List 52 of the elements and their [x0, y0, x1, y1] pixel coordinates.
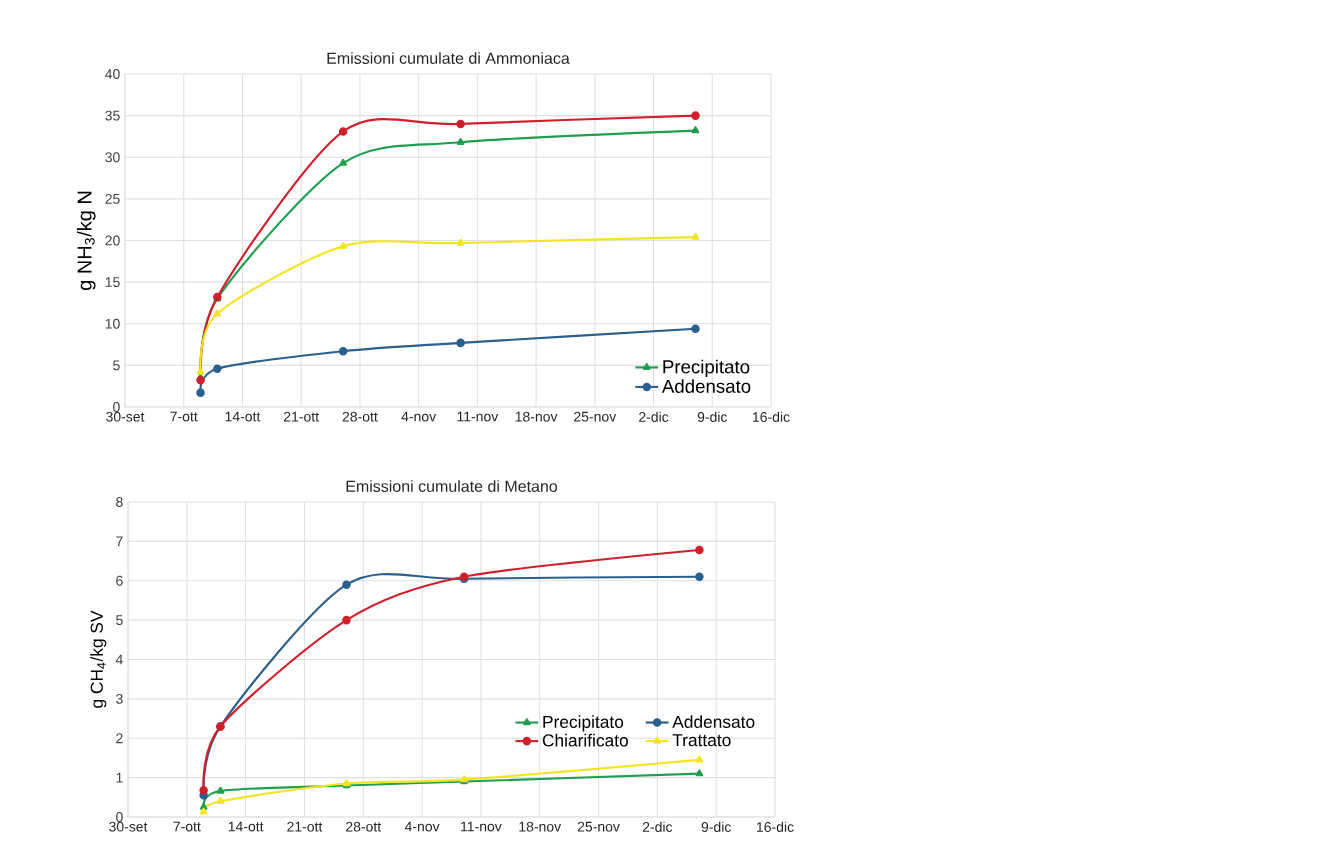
y-tick-label: 15 — [105, 277, 120, 288]
x-tick-label: 9-dic — [701, 821, 731, 832]
x-tick-label: 21-ott — [287, 821, 323, 832]
y-axis-title: g CH$_{4}$/kg SV — [90, 610, 107, 708]
y-tick-label: 35 — [105, 110, 120, 121]
x-tick-label: 30-set — [106, 411, 145, 422]
legend-label: Precipitato — [663, 359, 750, 378]
y-tick-label: 8 — [116, 497, 123, 507]
y-tick-label: 4 — [115, 654, 123, 665]
x-tick-label: 7-ott — [170, 411, 198, 422]
x-tick-label: 2-dic — [642, 821, 673, 832]
x-tick-label: 4-nov — [401, 411, 437, 422]
x-tick-label: 25-nov — [574, 411, 617, 422]
x-tick-label: 25-nov — [577, 821, 620, 832]
y-tick-label: 0 — [116, 812, 123, 822]
x-tick-label: 14-ott — [225, 411, 261, 422]
y-axis-title: g NH$_{3}$/kg N — [76, 191, 96, 290]
y-tick-label: 1 — [116, 772, 123, 783]
y-tick-label: 25 — [105, 193, 120, 204]
x-tick-label: 9-dic — [697, 411, 728, 422]
y-tick-label: 40 — [105, 69, 120, 79]
x-tick-label: 28-ott — [346, 821, 382, 832]
y-tick-label: 2 — [116, 733, 123, 744]
x-tick-label: 18-nov — [515, 411, 558, 422]
x-tick-label: 18-nov — [519, 821, 562, 832]
x-tick-label: 7-ott — [173, 821, 201, 832]
legend-label: Precipitato — [543, 715, 624, 732]
y-tick-label: 6 — [116, 575, 123, 586]
y-tick-label: 5 — [113, 360, 120, 371]
y-tick-label: 20 — [105, 235, 120, 246]
x-tick-label: 16-dic — [757, 821, 794, 832]
chart-title: Emissioni cumulate di Ammoniaca — [327, 52, 570, 64]
y-tick-label: 7 — [116, 536, 123, 547]
x-tick-label: 2-dic — [639, 411, 669, 422]
legend-label: Addensato — [672, 715, 755, 728]
chart-title: Emissioni cumulate di Metano — [346, 480, 558, 492]
y-tick-label: 3 — [116, 693, 123, 704]
legend-label: Trattato — [672, 734, 731, 747]
legend-label: Chiarificato — [542, 733, 628, 747]
x-tick-label: 16-dic — [753, 411, 790, 422]
x-tick-label: 21-ott — [284, 411, 319, 422]
y-tick-label: 10 — [105, 318, 120, 329]
x-tick-label: 11-nov — [457, 411, 499, 422]
x-tick-label: 11-nov — [461, 821, 502, 832]
x-tick-label: 30-set — [109, 821, 148, 832]
y-tick-label: 0 — [113, 402, 120, 412]
y-tick-label: 30 — [105, 152, 120, 163]
x-tick-label: 14-ott — [228, 821, 264, 832]
legend-label: Addensato — [661, 379, 751, 393]
x-tick-label: 4-nov — [404, 821, 440, 832]
x-tick-label: 28-ott — [342, 411, 378, 422]
y-tick-label: 5 — [116, 615, 123, 626]
